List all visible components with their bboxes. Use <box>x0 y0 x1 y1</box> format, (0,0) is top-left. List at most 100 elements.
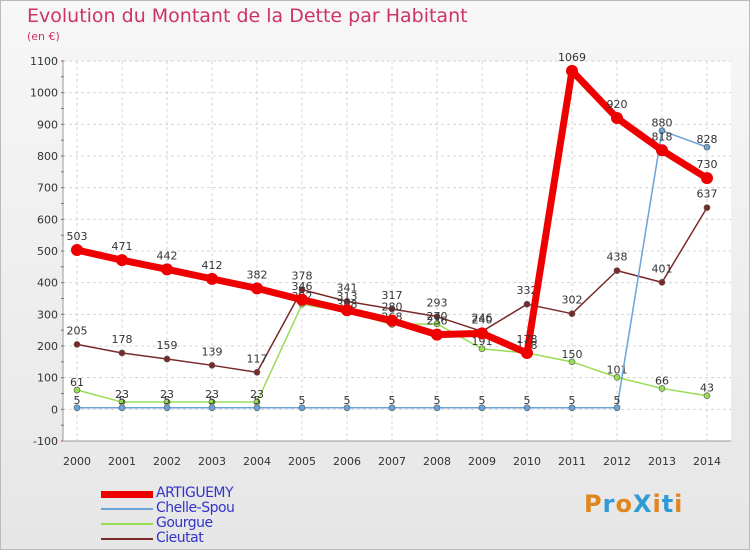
data-label-cieutat: 178 <box>112 333 133 346</box>
data-point-chelle-spou <box>163 404 171 412</box>
x-tick-label: 2006 <box>333 455 361 468</box>
data-point-chelle-spou <box>568 404 576 412</box>
logo-letter: i <box>652 490 662 518</box>
data-point-cieutat <box>568 310 576 318</box>
data-label-gourgue: 23 <box>115 388 129 401</box>
data-point-artiguemy <box>431 328 443 341</box>
data-label-artiguemy: 1069 <box>558 51 586 64</box>
data-label-gourgue: 150 <box>562 348 583 361</box>
data-point-artiguemy <box>161 263 173 276</box>
logo-letter: P <box>584 490 603 518</box>
data-point-chelle-spou <box>73 404 81 412</box>
y-tick-label: -100 <box>33 435 58 448</box>
data-point-artiguemy <box>656 144 668 157</box>
data-point-artiguemy <box>521 346 533 359</box>
data-label-chelle-spou: 5 <box>74 394 81 407</box>
data-point-gourgue <box>568 358 576 366</box>
data-point-artiguemy <box>611 112 623 124</box>
data-point-artiguemy <box>341 304 353 317</box>
data-point-cieutat <box>703 204 711 211</box>
x-tick-label: 2003 <box>198 455 226 468</box>
data-label-cieutat: 637 <box>697 188 718 201</box>
data-label-chelle-spou: 5 <box>569 394 576 407</box>
x-tick-label: 2008 <box>423 455 451 468</box>
y-tick-label: 600 <box>37 213 58 226</box>
data-label-gourgue: 23 <box>160 388 174 401</box>
y-tick-label: 900 <box>37 118 58 131</box>
data-point-chelle-spou <box>298 404 306 412</box>
data-point-chelle-spou <box>208 404 216 412</box>
data-label-gourgue: 61 <box>70 376 84 389</box>
data-label-chelle-spou: 5 <box>299 394 306 407</box>
data-label-artiguemy: 471 <box>112 240 133 253</box>
data-point-gourgue <box>613 374 621 381</box>
data-label-cieutat: 438 <box>607 251 628 264</box>
data-label-cieutat: 117 <box>247 352 268 365</box>
x-tick-label: 2012 <box>603 455 631 468</box>
x-tick-label: 2010 <box>513 455 541 468</box>
legend-label-artiguemy: ARTIGUEMY <box>156 485 234 501</box>
chart-title: Evolution du Montant de la Dette par Hab… <box>27 5 468 27</box>
data-label-cieutat: 302 <box>562 294 583 307</box>
data-label-artiguemy: 280 <box>382 301 403 314</box>
data-point-chelle-spou <box>253 404 261 412</box>
data-point-artiguemy <box>116 254 128 267</box>
y-tick-label: 300 <box>37 308 58 321</box>
chart-unit-label: (en €) <box>27 30 60 43</box>
data-label-chelle-spou: 5 <box>434 394 441 407</box>
data-label-cieutat: 317 <box>382 289 403 302</box>
data-point-cieutat <box>388 305 396 313</box>
data-label-chelle-spou: 5 <box>119 394 126 407</box>
data-label-artiguemy: 730 <box>697 158 718 171</box>
data-label-chelle-spou: 880 <box>652 117 673 130</box>
y-tick-label: 100 <box>37 372 58 385</box>
data-point-artiguemy <box>251 282 263 295</box>
logo-letter: t <box>661 490 675 518</box>
y-tick-label: 0 <box>51 403 58 416</box>
x-tick-label: 2011 <box>558 455 586 468</box>
data-label-cieutat: 401 <box>652 262 673 275</box>
data-point-gourgue <box>478 345 486 353</box>
data-point-cieutat <box>523 300 531 308</box>
data-label-chelle-spou: 5 <box>479 394 486 407</box>
data-label-chelle-spou: 5 <box>209 394 216 407</box>
data-label-chelle-spou: 5 <box>164 394 171 407</box>
data-label-chelle-spou: 5 <box>614 394 621 407</box>
y-tick-label: 500 <box>37 245 58 258</box>
data-label-artiguemy: 382 <box>247 268 268 281</box>
data-point-cieutat <box>73 341 81 348</box>
legend-label-cieutat: Cieutat <box>156 530 204 546</box>
x-tick-label: 2001 <box>108 455 136 468</box>
logo-letter: o <box>615 490 633 518</box>
x-tick-label: 2000 <box>63 455 91 468</box>
data-label-artiguemy: 503 <box>67 230 88 243</box>
data-point-artiguemy <box>476 327 488 340</box>
data-point-chelle-spou <box>703 143 711 151</box>
data-label-artiguemy: 178 <box>517 333 538 346</box>
data-label-gourgue: 270 <box>427 310 448 323</box>
data-point-artiguemy <box>386 314 398 327</box>
legend-label-chelle-spou: Chelle-Spou <box>156 500 235 516</box>
legend-swatch-artiguemy <box>101 491 153 498</box>
y-tick-label: 800 <box>37 150 58 163</box>
data-point-artiguemy <box>206 272 218 285</box>
data-point-cieutat <box>433 313 441 320</box>
data-point-cieutat <box>118 349 126 357</box>
logo-letter: X <box>632 490 653 518</box>
y-tick-label: 1100 <box>30 55 58 68</box>
data-point-cieutat <box>208 362 216 369</box>
data-label-artiguemy: 236 <box>427 315 448 328</box>
data-label-cieutat: 205 <box>67 324 88 337</box>
data-point-chelle-spou <box>613 404 621 412</box>
x-tick-label: 2004 <box>243 455 271 468</box>
legend-swatch-chelle-spou <box>101 508 153 510</box>
data-point-chelle-spou <box>388 404 396 412</box>
data-label-gourgue: 23 <box>205 388 219 401</box>
data-label-chelle-spou: 5 <box>389 394 396 407</box>
y-tick-label: 700 <box>37 182 58 195</box>
logo-letter: i <box>674 490 684 518</box>
data-label-cieutat: 332 <box>517 284 538 297</box>
data-point-cieutat <box>253 368 261 376</box>
